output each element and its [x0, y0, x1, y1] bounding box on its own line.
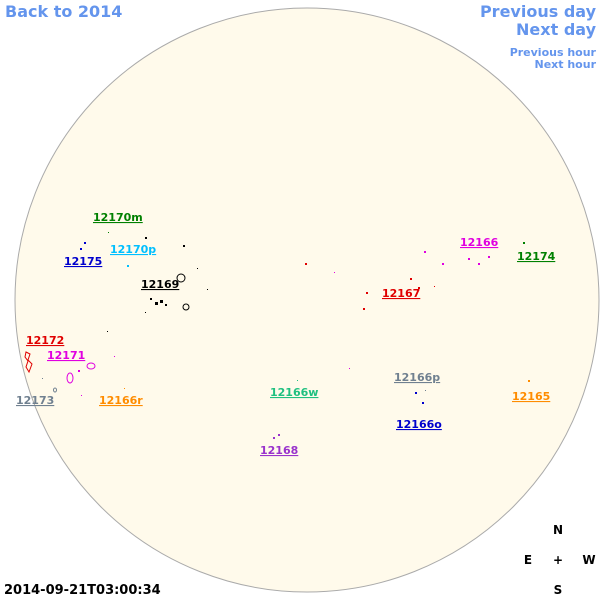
region-label[interactable]: 12166 [460, 236, 499, 249]
region-label[interactable]: 12166p [394, 371, 440, 384]
compass-south: S [554, 583, 563, 597]
back-link[interactable]: Back to 2014 [5, 2, 122, 21]
previous-hour-link[interactable]: Previous hour [510, 46, 597, 59]
region-label[interactable]: 12175 [64, 255, 102, 268]
region-label[interactable]: 12172 [26, 334, 64, 347]
compass-center: + [553, 553, 563, 567]
region-label[interactable]: 12174 [517, 250, 556, 263]
region-label[interactable]: 12166o [396, 418, 442, 431]
next-day-link[interactable]: Next day [516, 20, 597, 39]
compass-west: W [582, 553, 595, 567]
region-label[interactable]: 12173 [16, 394, 54, 407]
region-label[interactable]: 12165 [512, 390, 550, 403]
solar-disk [14, 7, 600, 593]
timestamp: 2014-09-21T03:00:34 [4, 583, 161, 598]
region-label[interactable]: 12167 [382, 287, 420, 300]
sunspots [24, 232, 530, 439]
region-label[interactable]: 12169 [141, 278, 179, 291]
region-label[interactable]: 12166w [270, 386, 318, 399]
region-label[interactable]: 12170p [110, 243, 156, 256]
region-label[interactable]: 12166r [99, 394, 143, 407]
region-label[interactable]: 12171 [47, 349, 85, 362]
compass-east: E [524, 553, 532, 567]
region-label[interactable]: 12170m [93, 211, 143, 224]
previous-day-link[interactable]: Previous day [480, 2, 597, 21]
next-hour-link[interactable]: Next hour [535, 58, 597, 71]
region-label[interactable]: 12168 [260, 444, 298, 457]
compass-north: N [553, 523, 563, 537]
